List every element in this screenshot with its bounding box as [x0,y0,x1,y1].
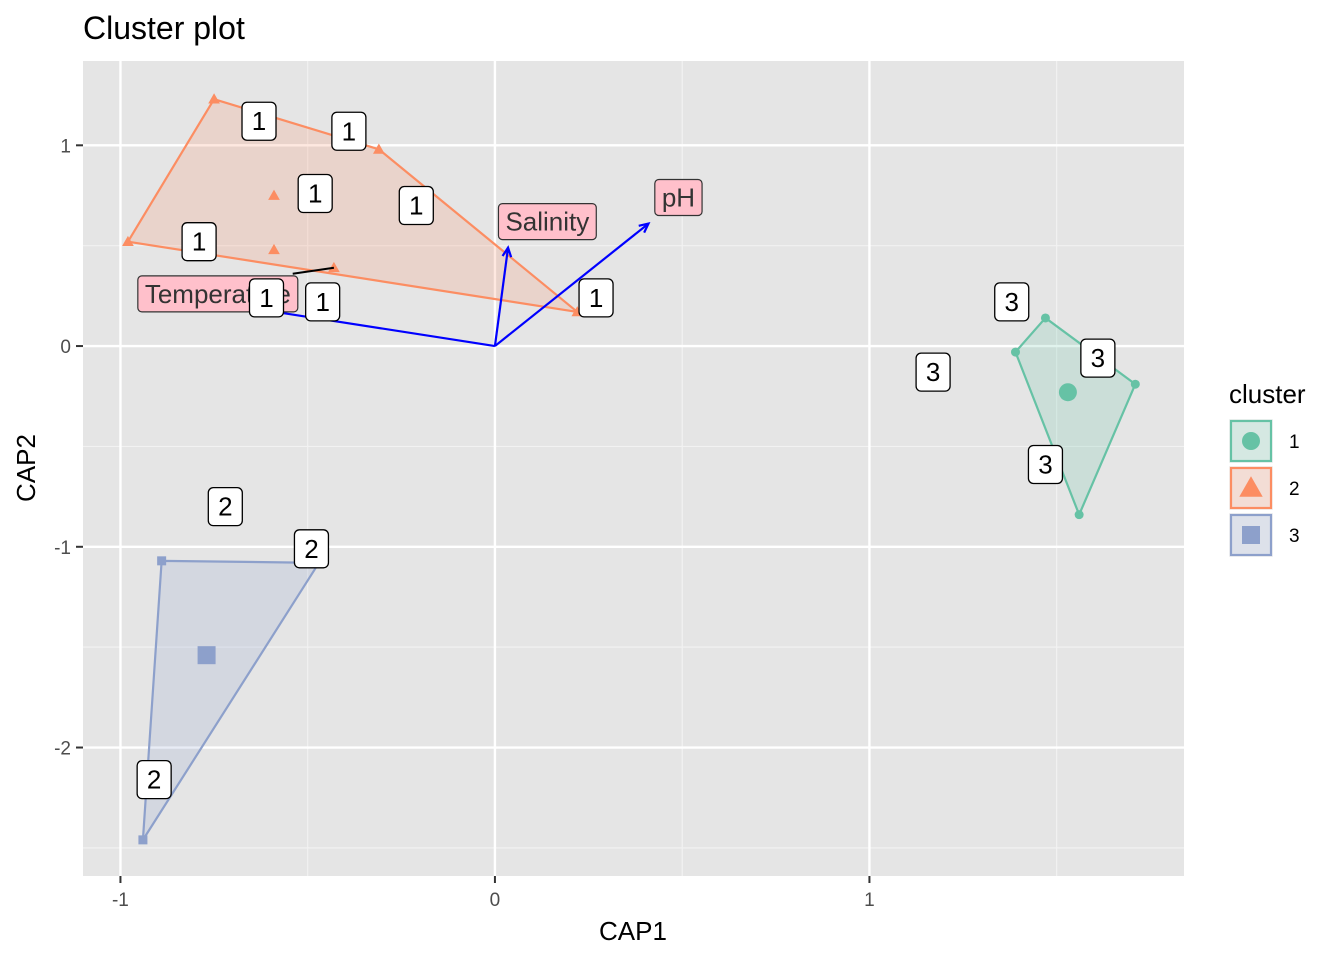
point-cluster-1 [1130,379,1140,389]
point-cluster-3 [138,835,148,845]
point-label-box [331,111,367,151]
point-cluster-2 [372,143,385,154]
point-cluster-2 [122,235,134,247]
chart-title: Cluster plot [83,10,245,46]
point-cluster-1 [1074,510,1084,520]
point-label-box [207,486,243,527]
point-label: 2 [293,529,330,569]
cluster-hull-3 [141,559,321,841]
y-tick-label: 0 [60,337,71,358]
centroid-cluster-1 [1058,383,1077,402]
point-label: 3 [1027,444,1064,485]
y-tick-label: -2 [54,739,71,760]
point-label: 1 [331,111,367,151]
arrow-label-text: pH [662,183,695,213]
point-cluster-3 [157,556,167,566]
legend-key-square-icon [1242,526,1260,544]
point-label-text: 1 [342,116,356,146]
point-label: 1 [305,282,341,322]
y-tick-label: -1 [54,538,71,559]
point-cluster-1 [1040,313,1050,323]
y-axis-ticks: -2 -1 0 1 [54,136,83,760]
legend-entry-2: 2 [1229,466,1300,510]
point-label-box [578,278,614,318]
legend-label: 2 [1289,479,1300,500]
legend-label: 1 [1289,432,1300,453]
point-label-text: 1 [252,106,266,136]
point-label: 1 [398,185,434,226]
point-label-text: 3 [926,357,940,387]
point-cluster-2 [268,243,280,255]
plot-panel [83,61,1184,876]
x-tick-label: -1 [112,890,129,911]
arrow-shaft [493,247,510,347]
point-cluster-1 [1010,347,1020,357]
point-label-box [1027,444,1064,485]
point-label-text: 3 [1038,449,1052,479]
legend-title: cluster [1229,379,1306,409]
legend-entry-3: 3 [1229,513,1300,557]
arrow-label-box [497,202,597,241]
legend-key-fill [1229,466,1273,510]
point-label: 1 [181,222,217,262]
point-label-text: 1 [308,178,322,208]
point-label-box [297,173,333,214]
point-label-box [1080,338,1116,378]
point-label: 3 [1080,338,1116,378]
y-axis-title: CAP2 [11,434,41,502]
arrow-label-salinity: Salinity [497,202,597,241]
arrow-label-text: Salinity [505,207,589,237]
point-cluster-2 [328,261,340,273]
point-label-box [248,278,285,318]
point-label-box [915,352,951,392]
point-label-box [994,282,1030,322]
grid-major [83,61,1184,876]
point-label-text: 1 [589,283,603,313]
point-label: 1 [297,173,333,214]
point-label-text: 1 [315,287,329,317]
arrow-label-box [654,178,703,217]
point-label-box [136,759,172,800]
arrow-shaft [494,222,650,347]
point-label: 2 [207,486,243,527]
point-label: 3 [915,352,951,392]
point-label: 1 [578,278,614,318]
point-label-text: 2 [304,534,318,564]
legend-entry-1: 1 [1229,419,1300,463]
point-label-box [398,185,434,226]
legend-key-triangle-icon [1239,476,1263,497]
point-label: 3 [994,282,1030,322]
point-label-text: 3 [1005,287,1019,317]
point-cluster-2 [268,189,280,200]
x-axis-ticks: -1 0 1 [112,876,875,911]
arrow-label-ph: pH [654,178,703,217]
point-cluster-2 [208,93,220,104]
legend: cluster 1 2 3 [1229,379,1306,557]
leader-line [292,266,335,275]
legend-label: 3 [1289,526,1300,547]
x-tick-label: 0 [490,890,501,911]
point-label-text: 3 [1091,343,1105,373]
arrow-head [638,222,651,234]
point-label-box [241,101,277,141]
point-label-box [293,529,330,569]
point-label: 1 [248,278,285,318]
point-label-text: 1 [192,227,206,257]
point-label-box [305,282,341,322]
x-tick-label: 1 [864,890,875,911]
point-label: 1 [241,101,277,141]
point-label-text: 2 [218,492,232,522]
point-label-text: 2 [147,765,161,795]
point-label-text: 1 [409,191,423,221]
y-tick-label: 1 [60,136,71,157]
point-label-box [181,222,217,262]
point-label-text: 1 [259,283,273,313]
arrow-head [501,245,513,258]
x-axis-title: CAP1 [599,916,667,946]
point-label: 2 [136,759,172,800]
legend-key-circle-icon [1242,432,1260,450]
centroid-cluster-3 [197,646,216,665]
